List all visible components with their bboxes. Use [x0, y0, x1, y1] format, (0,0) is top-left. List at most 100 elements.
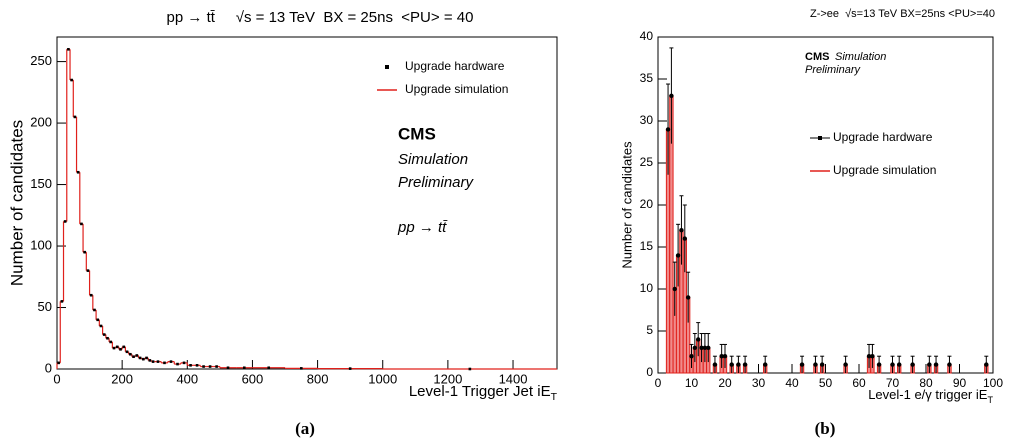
- panel-label: (a): [295, 419, 315, 438]
- data-point: [267, 366, 271, 370]
- data-point: [132, 355, 135, 359]
- data-point: [57, 361, 60, 365]
- data-point: [182, 361, 186, 365]
- data-point: [145, 356, 148, 360]
- data-point: [468, 367, 472, 371]
- y-tick-label: 40: [640, 29, 654, 43]
- data-point: [736, 362, 741, 367]
- annotation: CMS: [398, 124, 436, 143]
- data-point: [96, 318, 100, 322]
- data-point: [67, 47, 70, 51]
- y-tick-label: 15: [640, 239, 654, 253]
- data-point: [692, 345, 698, 350]
- x-tick-label: 1400: [499, 371, 528, 386]
- data-point: [813, 362, 818, 367]
- annotation: CMS: [805, 51, 829, 63]
- data-point: [63, 220, 67, 223]
- data-point: [125, 350, 129, 354]
- data-point: [722, 354, 728, 359]
- data-point: [215, 365, 218, 368]
- annotation: Preliminary: [398, 174, 475, 191]
- x-tick-label: 30: [752, 376, 766, 390]
- data-point: [763, 362, 768, 367]
- y-tick-label: 25: [640, 155, 654, 169]
- data-point: [109, 340, 113, 344]
- data-point: [870, 354, 875, 359]
- data-point: [348, 367, 352, 370]
- data-point: [76, 170, 80, 174]
- x-tick-label: 60: [852, 376, 866, 390]
- panel-label: (b): [815, 419, 836, 438]
- legend-label: Upgrade simulation: [405, 82, 508, 96]
- legend-swatch: [818, 136, 822, 140]
- x-tick-label: 20: [718, 376, 732, 390]
- chart-title: Z->ee √s=13 TeV BX=25ns <PU>=40: [810, 8, 995, 20]
- data-point: [669, 93, 674, 99]
- data-point: [60, 300, 64, 303]
- x-tick-label: 400: [176, 371, 198, 386]
- legend-label: Upgrade simulation: [833, 163, 936, 177]
- annotation: pp → tt̄: [397, 219, 448, 236]
- data-point: [702, 345, 708, 350]
- y-tick-label: 35: [640, 71, 654, 85]
- y-tick-label: 10: [640, 281, 654, 295]
- x-tick-label: 0: [655, 376, 662, 390]
- data-point: [933, 362, 939, 367]
- legend-label: Upgrade hardware: [405, 59, 505, 73]
- data-point: [984, 362, 989, 367]
- data-point: [742, 362, 748, 367]
- data-point: [299, 367, 303, 370]
- data-point: [679, 228, 684, 233]
- chart-title: pp → tt̄ √s = 13 TeV BX = 25ns <PU> = 40: [167, 9, 474, 26]
- x-tick-label: 800: [307, 371, 329, 386]
- data-point: [672, 286, 677, 292]
- annotation: Preliminary: [805, 64, 862, 76]
- data-point: [897, 362, 902, 367]
- annotation: Simulation: [398, 151, 468, 168]
- x-axis-label: Level-1 Trigger Jet iET: [409, 383, 558, 403]
- data-point: [689, 354, 694, 359]
- x-axis-label-sub: T: [987, 395, 993, 405]
- data-point: [70, 78, 73, 82]
- data-point: [148, 359, 152, 362]
- data-point: [685, 295, 691, 300]
- data-point: [682, 236, 687, 241]
- data-point: [93, 308, 96, 312]
- y-tick-label: 250: [30, 53, 52, 68]
- frame-b: [657, 36, 994, 374]
- legend-swatch: [385, 65, 389, 69]
- x-tick-label: 80: [919, 376, 933, 390]
- data-point: [163, 361, 166, 365]
- data-point: [843, 362, 848, 367]
- data-point: [226, 366, 230, 370]
- data-point: [866, 354, 872, 359]
- data-point: [876, 362, 882, 367]
- x-tick-label: 90: [953, 376, 967, 390]
- data-point: [122, 345, 126, 349]
- data-point: [665, 127, 671, 132]
- y-tick-label: 100: [30, 237, 52, 252]
- data-point: [890, 362, 895, 367]
- frame-a: [56, 36, 558, 370]
- data-point: [675, 253, 681, 258]
- y-tick-label: 20: [640, 197, 654, 211]
- data-point: [706, 345, 711, 350]
- x-tick-label: 0: [53, 371, 60, 386]
- y-axis-label: Number of candidates: [619, 141, 634, 269]
- data-point: [910, 362, 915, 367]
- data-point: [99, 324, 103, 328]
- data-point: [115, 345, 119, 349]
- x-tick-label: 70: [886, 376, 900, 390]
- data-point: [696, 337, 701, 342]
- data-point: [112, 346, 116, 350]
- y-tick-label: 30: [640, 113, 654, 127]
- y-tick-label: 50: [38, 299, 52, 314]
- legend-label: Upgrade hardware: [833, 130, 933, 144]
- data-point: [86, 269, 90, 272]
- data-point: [947, 362, 952, 367]
- x-tick-label: 50: [819, 376, 833, 390]
- data-point: [176, 362, 179, 366]
- data-point: [151, 360, 155, 363]
- x-tick-label: 600: [242, 371, 264, 386]
- y-tick-label: 0: [45, 360, 52, 375]
